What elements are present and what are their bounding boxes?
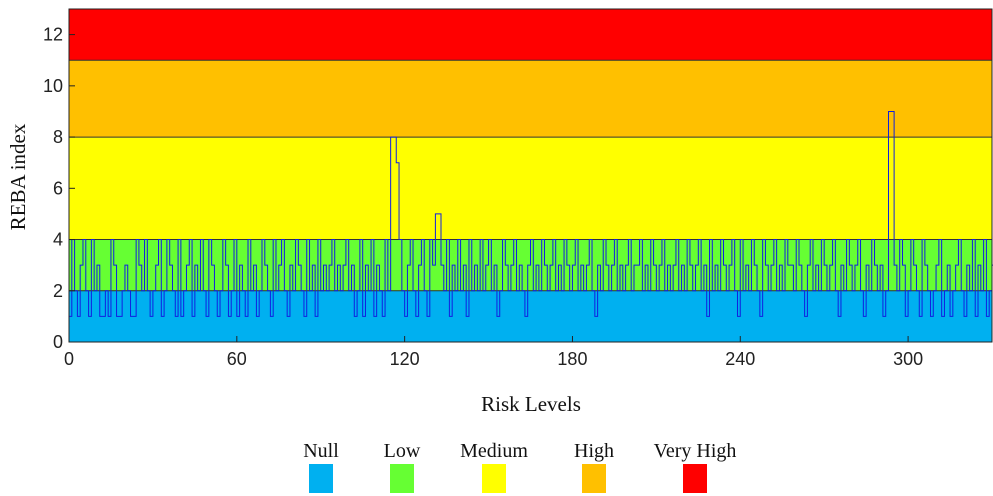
band-high xyxy=(69,60,992,138)
y-tick-label: 6 xyxy=(53,178,63,198)
risk-bands xyxy=(69,9,992,342)
x-axis-title: Risk Levels xyxy=(481,392,581,416)
y-tick-label: 12 xyxy=(43,25,63,45)
x-tick-label: 120 xyxy=(390,349,420,369)
x-tick-label: 60 xyxy=(227,349,247,369)
legend-label-very-high: Very High xyxy=(654,440,737,462)
band-medium xyxy=(69,137,992,240)
legend-swatch-high xyxy=(582,464,606,493)
legend-label-null: Null xyxy=(303,440,339,462)
y-axis-title: REBA index xyxy=(6,123,30,230)
y-tick-label: 10 xyxy=(43,76,63,96)
legend-swatch-medium xyxy=(482,464,506,493)
x-tick-label: 300 xyxy=(893,349,923,369)
legend-label-low: Low xyxy=(384,440,421,462)
y-tick-label: 8 xyxy=(53,127,63,147)
band-very-high xyxy=(69,9,992,61)
x-tick-label: 180 xyxy=(557,349,587,369)
x-tick-label: 0 xyxy=(64,349,74,369)
legend-swatch-low xyxy=(390,464,414,493)
legend-swatch-very-high xyxy=(683,464,707,493)
series-group xyxy=(69,110,993,317)
y-tick-label: 0 xyxy=(53,332,63,352)
y-tick-label: 4 xyxy=(53,230,63,250)
legend-swatch-null xyxy=(309,464,333,493)
legend-label-high: High xyxy=(574,440,614,462)
y-tick-label: 2 xyxy=(53,281,63,301)
x-tick-label: 240 xyxy=(725,349,755,369)
reba-step-line xyxy=(69,110,993,317)
legend: Null Low Medium High Very High xyxy=(303,440,736,493)
legend-label-medium: Medium xyxy=(460,440,528,462)
plot-frame xyxy=(68,8,993,343)
